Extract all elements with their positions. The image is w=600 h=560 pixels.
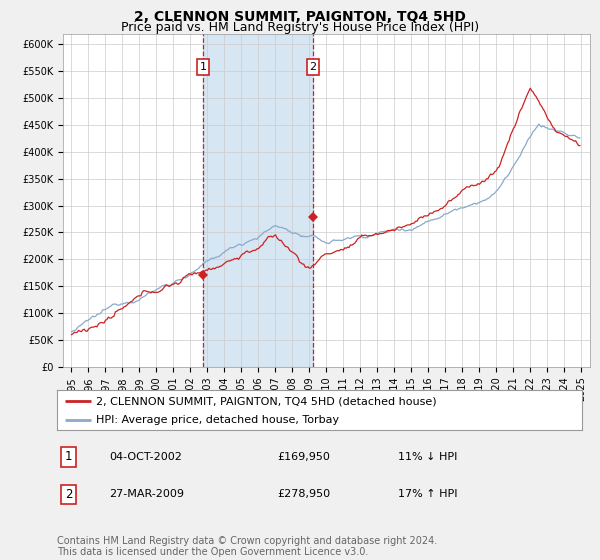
- Text: 04-OCT-2002: 04-OCT-2002: [110, 452, 182, 462]
- Text: £169,950: £169,950: [277, 452, 331, 462]
- Text: 1: 1: [200, 62, 206, 72]
- Text: 2: 2: [310, 62, 317, 72]
- Text: 2, CLENNON SUMMIT, PAIGNTON, TQ4 5HD: 2, CLENNON SUMMIT, PAIGNTON, TQ4 5HD: [134, 10, 466, 24]
- Text: 11% ↓ HPI: 11% ↓ HPI: [398, 452, 458, 462]
- Text: 2: 2: [65, 488, 73, 501]
- Text: 2, CLENNON SUMMIT, PAIGNTON, TQ4 5HD (detached house): 2, CLENNON SUMMIT, PAIGNTON, TQ4 5HD (de…: [97, 396, 437, 406]
- Bar: [203, 34, 313, 367]
- Text: 17% ↑ HPI: 17% ↑ HPI: [398, 489, 458, 500]
- Text: HPI: Average price, detached house, Torbay: HPI: Average price, detached house, Torb…: [97, 415, 340, 425]
- Text: Contains HM Land Registry data © Crown copyright and database right 2024.
This d: Contains HM Land Registry data © Crown c…: [57, 535, 437, 557]
- Text: 1: 1: [65, 450, 73, 464]
- Text: 27-MAR-2009: 27-MAR-2009: [110, 489, 185, 500]
- Text: Price paid vs. HM Land Registry's House Price Index (HPI): Price paid vs. HM Land Registry's House …: [121, 21, 479, 34]
- Text: £278,950: £278,950: [277, 489, 331, 500]
